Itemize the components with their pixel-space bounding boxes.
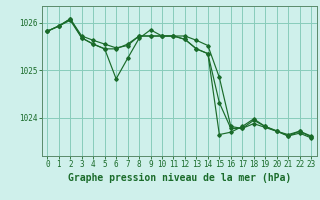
X-axis label: Graphe pression niveau de la mer (hPa): Graphe pression niveau de la mer (hPa) (68, 173, 291, 183)
